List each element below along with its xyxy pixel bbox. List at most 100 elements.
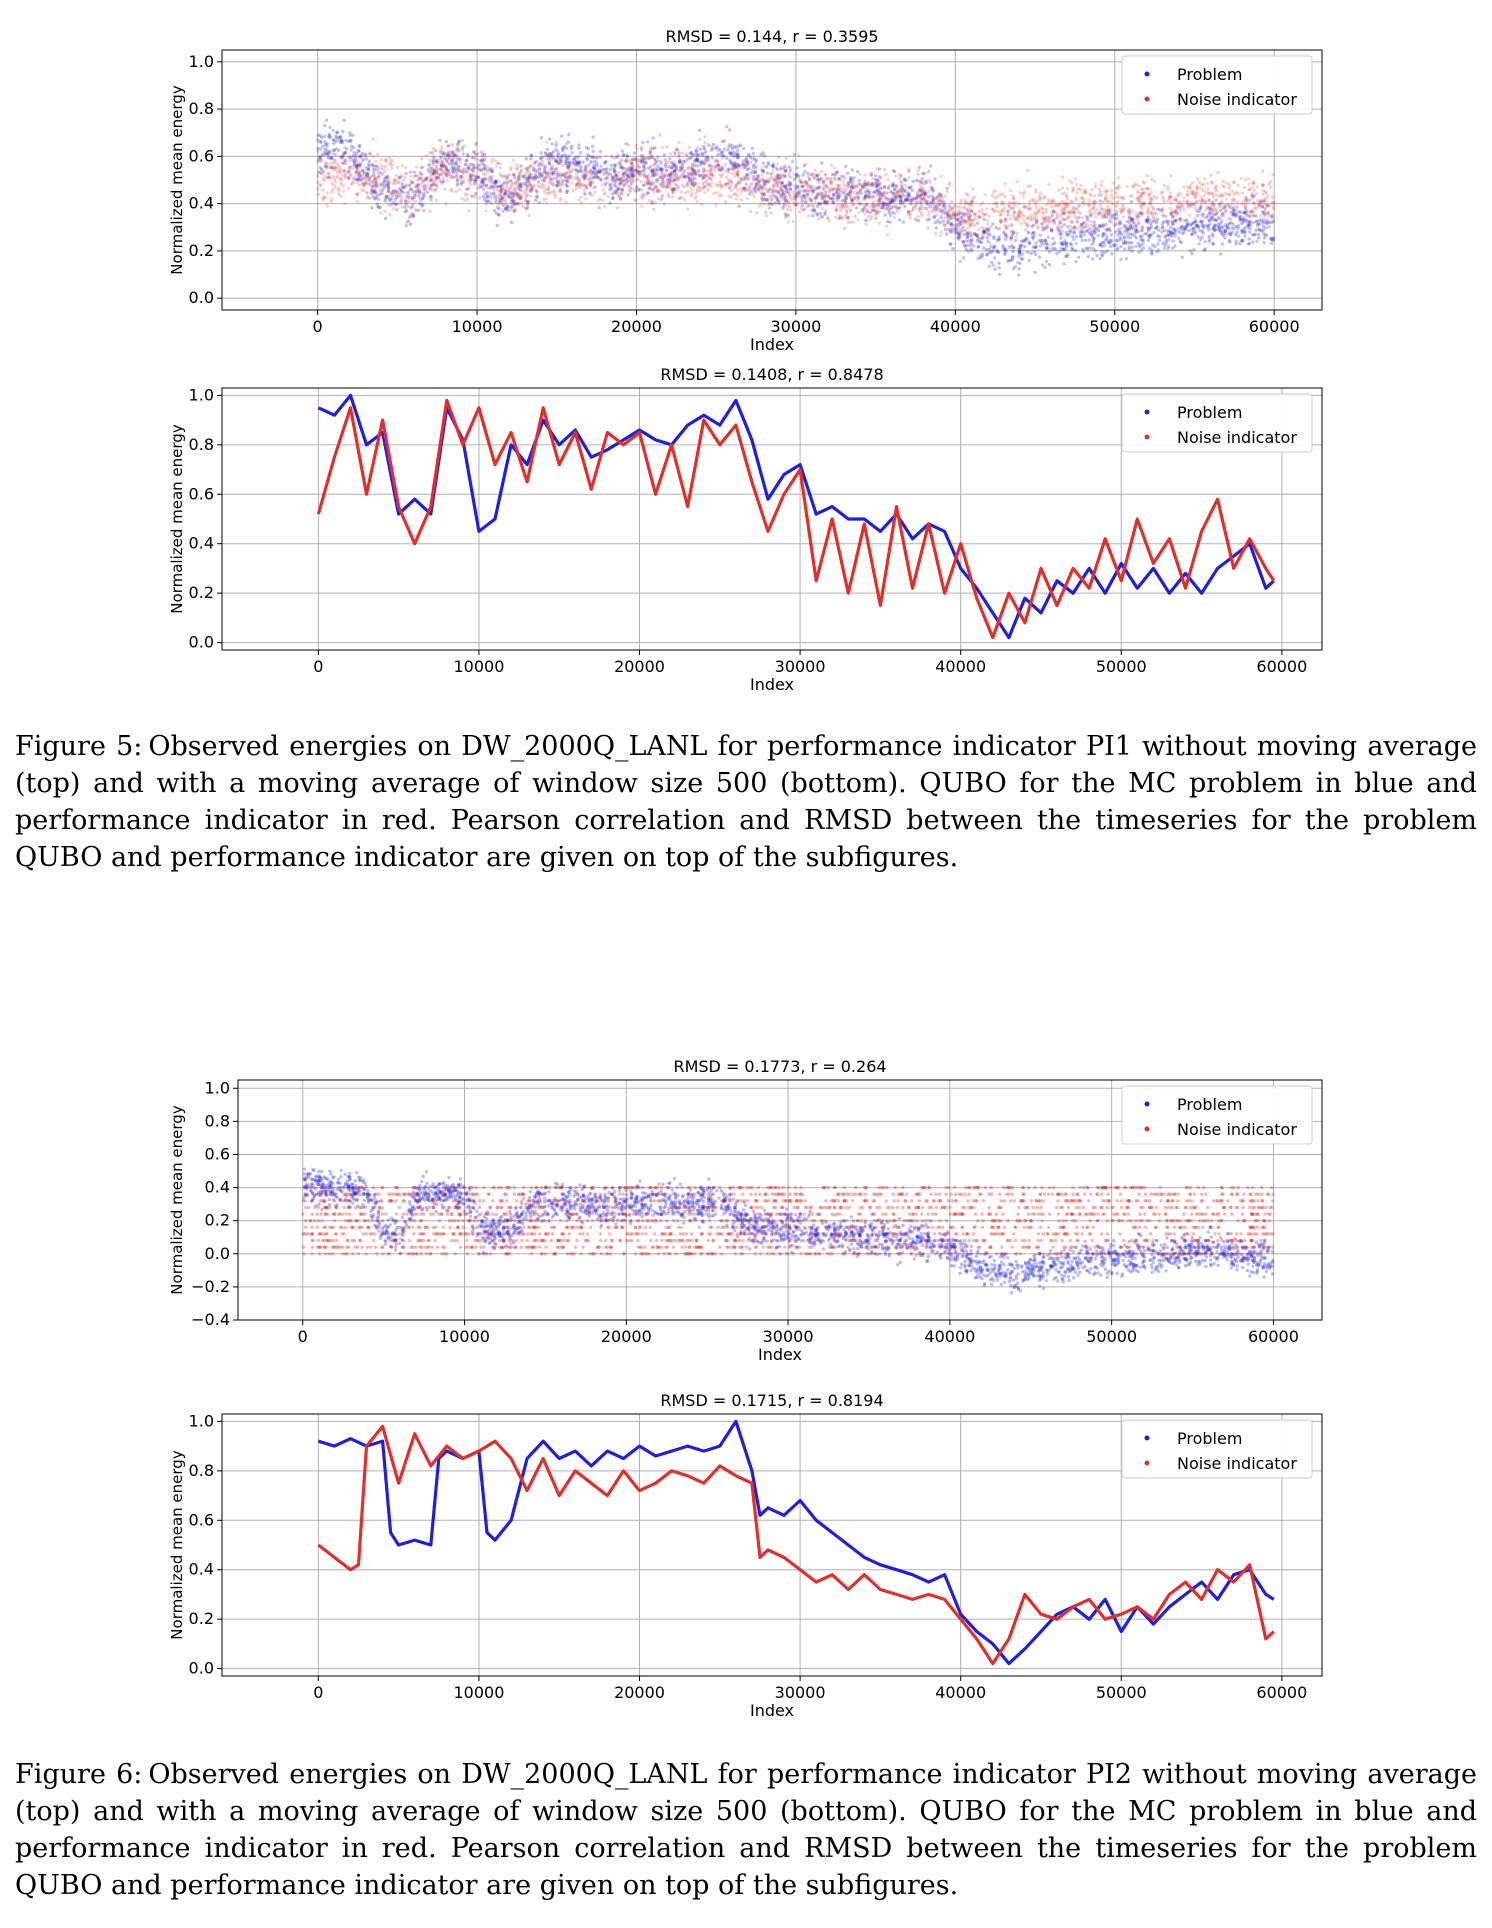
problem-point bbox=[1112, 243, 1116, 247]
problem-point bbox=[911, 179, 915, 184]
noise-point bbox=[705, 181, 709, 186]
noise-point bbox=[379, 211, 383, 216]
problem-point bbox=[721, 153, 725, 158]
noise-point bbox=[515, 163, 519, 167]
noise-point bbox=[1161, 195, 1165, 199]
problem-point bbox=[529, 153, 533, 157]
noise-point bbox=[1128, 194, 1132, 198]
problem-point bbox=[1223, 204, 1227, 208]
problem-point bbox=[1223, 236, 1227, 240]
problem-point bbox=[383, 199, 387, 203]
problem-point bbox=[318, 147, 323, 151]
problem-point bbox=[730, 147, 735, 151]
noise-point bbox=[785, 212, 789, 216]
problem-point bbox=[624, 177, 629, 181]
problem-point bbox=[734, 165, 738, 170]
noise-point bbox=[695, 199, 700, 203]
problem-point bbox=[985, 252, 989, 256]
problem-point bbox=[630, 161, 634, 166]
noise-point bbox=[383, 209, 387, 213]
problem-point bbox=[1220, 225, 1225, 229]
noise-point bbox=[724, 200, 728, 204]
problem-point bbox=[1079, 235, 1083, 239]
problem-point bbox=[966, 249, 970, 253]
noise-point bbox=[509, 167, 513, 172]
problem-point bbox=[515, 179, 519, 183]
noise-point bbox=[1149, 210, 1154, 214]
problem-point bbox=[890, 183, 895, 187]
noise-point bbox=[863, 181, 867, 186]
noise-point bbox=[643, 180, 648, 185]
problem-point bbox=[353, 160, 357, 165]
noise-point bbox=[359, 162, 363, 166]
noise-point bbox=[565, 190, 569, 194]
problem-point bbox=[565, 165, 570, 169]
noise-point bbox=[549, 158, 553, 162]
problem-point bbox=[1183, 218, 1187, 223]
problem-point bbox=[1227, 239, 1231, 243]
noise-point bbox=[1196, 177, 1200, 181]
problem-point bbox=[1267, 225, 1271, 229]
noise-point bbox=[650, 199, 655, 203]
noise-point bbox=[821, 193, 826, 198]
problem-point bbox=[1115, 248, 1119, 252]
problem-point bbox=[982, 217, 986, 221]
problem-point bbox=[316, 138, 320, 142]
problem-point bbox=[348, 130, 352, 135]
problem-point bbox=[348, 165, 353, 169]
problem-point bbox=[1170, 234, 1174, 238]
problem-point bbox=[1001, 243, 1005, 248]
problem-point bbox=[1166, 233, 1170, 238]
noise-point bbox=[424, 154, 429, 158]
noise-point bbox=[784, 156, 789, 161]
problem-point bbox=[811, 189, 816, 193]
noise-point bbox=[986, 231, 990, 235]
problem-point bbox=[1157, 248, 1161, 252]
noise-point bbox=[325, 204, 329, 208]
problem-point bbox=[417, 190, 421, 194]
noise-point bbox=[538, 185, 542, 190]
problem-point bbox=[602, 172, 606, 176]
problem-point bbox=[1254, 219, 1259, 223]
noise-point bbox=[1068, 219, 1073, 224]
problem-point bbox=[551, 172, 556, 177]
problem-point bbox=[433, 183, 437, 187]
problem-point bbox=[995, 249, 1000, 253]
problem-point bbox=[823, 173, 827, 177]
problem-point bbox=[579, 150, 583, 155]
problem-point bbox=[846, 171, 850, 175]
noise-point bbox=[1114, 204, 1119, 208]
problem-point bbox=[978, 254, 982, 258]
problem-point bbox=[624, 172, 629, 177]
noise-point bbox=[802, 194, 806, 199]
problem-point bbox=[1213, 223, 1218, 228]
problem-point bbox=[1207, 218, 1211, 223]
problem-point bbox=[963, 244, 967, 248]
noise-point bbox=[687, 151, 692, 155]
problem-point bbox=[1270, 238, 1274, 242]
problem-point bbox=[1003, 237, 1008, 242]
noise-point bbox=[1204, 200, 1208, 204]
problem-point bbox=[1255, 239, 1259, 243]
problem-point bbox=[941, 204, 946, 209]
problem-point bbox=[1257, 228, 1262, 232]
problem-point bbox=[475, 165, 480, 170]
noise-point bbox=[1008, 206, 1013, 210]
noise-point bbox=[640, 188, 645, 192]
noise-point bbox=[1144, 218, 1148, 223]
problem-point bbox=[1058, 221, 1063, 225]
problem-point bbox=[751, 163, 756, 167]
noise-point bbox=[842, 226, 847, 231]
noise-point bbox=[952, 230, 956, 234]
noise-point bbox=[1131, 217, 1135, 222]
noise-point bbox=[833, 215, 838, 219]
problem-point bbox=[632, 151, 637, 155]
problem-point bbox=[761, 151, 765, 155]
problem-point bbox=[1238, 215, 1242, 219]
problem-point bbox=[690, 162, 694, 167]
problem-point bbox=[1244, 218, 1248, 222]
problem-point bbox=[1183, 227, 1187, 231]
problem-point bbox=[335, 130, 340, 134]
noise-point bbox=[429, 174, 433, 178]
noise-point bbox=[1074, 198, 1078, 202]
